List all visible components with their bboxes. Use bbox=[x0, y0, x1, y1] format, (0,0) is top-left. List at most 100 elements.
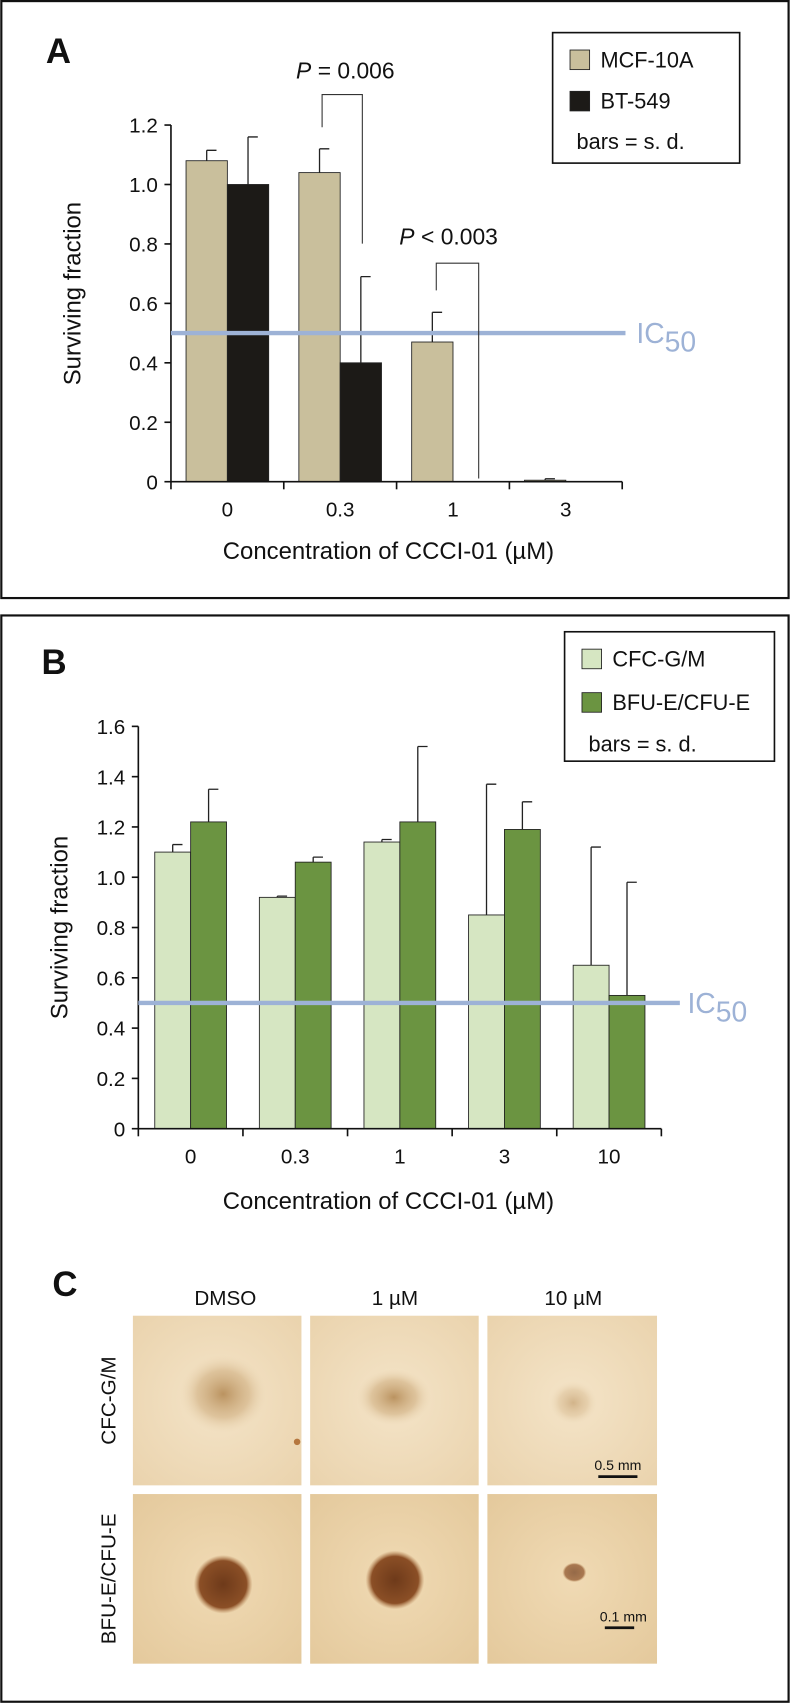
y-tick-label: 0 bbox=[114, 1118, 126, 1141]
colony bbox=[356, 1369, 431, 1426]
colony bbox=[549, 1380, 598, 1425]
y-tick-label: 0.4 bbox=[129, 352, 158, 375]
annotation-symbol: P bbox=[399, 224, 415, 250]
x-tick-label: 0 bbox=[222, 499, 234, 522]
legend-note: bars = s. d. bbox=[589, 731, 697, 756]
y-tick-label: 0 bbox=[146, 471, 158, 494]
y-tick-label: 0.4 bbox=[97, 1018, 126, 1041]
annotation-symbol: P bbox=[296, 57, 312, 83]
scale-bar-label: 0.1 mm bbox=[600, 1608, 647, 1624]
error-bar bbox=[247, 136, 258, 185]
legend-note: bars = s. d. bbox=[577, 129, 685, 154]
significance-bracket bbox=[321, 94, 363, 244]
column-label: 10 µM bbox=[544, 1287, 602, 1310]
bar bbox=[339, 362, 382, 483]
panel-c: C DMSO 1 µM 10 µM CFC-G/M BFU-E/CFU-E 0.… bbox=[52, 1266, 658, 1664]
bar bbox=[185, 160, 228, 483]
bar bbox=[504, 829, 541, 1130]
y-tick-label: 0.6 bbox=[129, 293, 158, 316]
x-tick-label: 10 bbox=[598, 1145, 621, 1168]
error-bar bbox=[521, 801, 533, 830]
panel-label: C bbox=[52, 1266, 77, 1304]
x-tick-label: 0 bbox=[185, 1145, 197, 1168]
legend-swatch bbox=[581, 648, 602, 670]
reference-label: IC50 bbox=[636, 317, 696, 358]
error-bar bbox=[485, 783, 497, 915]
error-bar bbox=[626, 881, 637, 996]
reference-label: IC50 bbox=[687, 987, 747, 1028]
bar bbox=[468, 914, 505, 1130]
annotation: P = 0.006 bbox=[296, 57, 395, 83]
column-label: DMSO bbox=[194, 1287, 256, 1310]
error-bar bbox=[276, 895, 288, 898]
bar bbox=[190, 821, 227, 1130]
y-tick-label: 1.2 bbox=[97, 817, 126, 840]
row-label: BFU-E/CFU-E bbox=[98, 1513, 121, 1644]
x-axis-label: Concentration of CCCI-01 (µM) bbox=[223, 538, 554, 565]
x-tick-label: 0.3 bbox=[281, 1145, 310, 1168]
bar bbox=[363, 841, 401, 1130]
bar bbox=[399, 821, 437, 1130]
significance-bracket bbox=[435, 262, 480, 479]
y-tick-label: 1.6 bbox=[97, 716, 126, 739]
y-tick-label: 0.8 bbox=[129, 234, 158, 257]
row-label: CFC-G/M bbox=[98, 1356, 121, 1444]
bar bbox=[411, 341, 454, 483]
y-tick-label: 1.4 bbox=[97, 766, 126, 789]
error-bar bbox=[207, 788, 219, 822]
legend-label: MCF-10A bbox=[600, 47, 693, 72]
panel-label: B bbox=[42, 644, 67, 682]
bar bbox=[572, 964, 610, 1130]
y-axis-label: Surviving fraction bbox=[47, 836, 74, 1019]
y-tick-label: 1.0 bbox=[97, 867, 126, 890]
legend-swatch bbox=[569, 49, 591, 71]
error-bar bbox=[381, 838, 392, 843]
x-tick-label: 3 bbox=[560, 499, 571, 522]
annotation-text: = 0.006 bbox=[318, 57, 395, 83]
y-tick-label: 1.0 bbox=[129, 174, 158, 197]
reference-label-main: IC bbox=[636, 317, 664, 349]
error-bar bbox=[172, 843, 183, 853]
x-axis-label: Concentration of CCCI-01 (µM) bbox=[223, 1188, 554, 1215]
bar bbox=[294, 861, 332, 1130]
y-axis-label: Surviving fraction bbox=[60, 202, 87, 385]
panel-label: A bbox=[46, 33, 71, 71]
error-bar bbox=[590, 846, 601, 966]
bar bbox=[608, 994, 646, 1130]
colony bbox=[365, 1550, 425, 1610]
column-label: 1 µM bbox=[372, 1287, 418, 1310]
legend-label: CFC-G/M bbox=[612, 647, 705, 672]
x-tick-label: 1 bbox=[394, 1145, 406, 1168]
y-tick-label: 0.2 bbox=[129, 412, 158, 435]
colony bbox=[179, 1354, 267, 1434]
x-tick-label: 3 bbox=[499, 1145, 511, 1168]
bar bbox=[298, 172, 341, 483]
legend-label: BT-549 bbox=[600, 89, 670, 114]
y-tick-label: 0.6 bbox=[97, 967, 126, 990]
colony bbox=[562, 1562, 587, 1583]
error-bar bbox=[544, 478, 555, 481]
x-tick-label: 0.3 bbox=[326, 499, 355, 522]
panel-frame bbox=[0, 0, 790, 600]
y-tick-label: 0.2 bbox=[97, 1068, 126, 1091]
debris bbox=[293, 1438, 301, 1446]
legend-label: BFU-E/CFU-E bbox=[612, 690, 750, 715]
legend-swatch bbox=[581, 692, 602, 713]
panel-frame bbox=[0, 614, 790, 1703]
bar bbox=[258, 896, 296, 1130]
reference-label-sub: 50 bbox=[716, 995, 747, 1027]
error-bar bbox=[417, 745, 428, 822]
x-tick-label: 1 bbox=[447, 499, 459, 522]
error-bar bbox=[360, 275, 371, 363]
bar bbox=[154, 851, 192, 1130]
y-tick-label: 1.2 bbox=[129, 115, 158, 138]
error-bar bbox=[206, 149, 217, 161]
error-bar bbox=[318, 148, 330, 173]
error-bar bbox=[312, 856, 323, 863]
error-bar bbox=[431, 311, 443, 343]
annotation-text: < 0.003 bbox=[421, 224, 498, 250]
colony bbox=[193, 1554, 253, 1614]
y-tick-label: 0.8 bbox=[97, 917, 126, 940]
reference-label-main: IC bbox=[687, 987, 715, 1019]
